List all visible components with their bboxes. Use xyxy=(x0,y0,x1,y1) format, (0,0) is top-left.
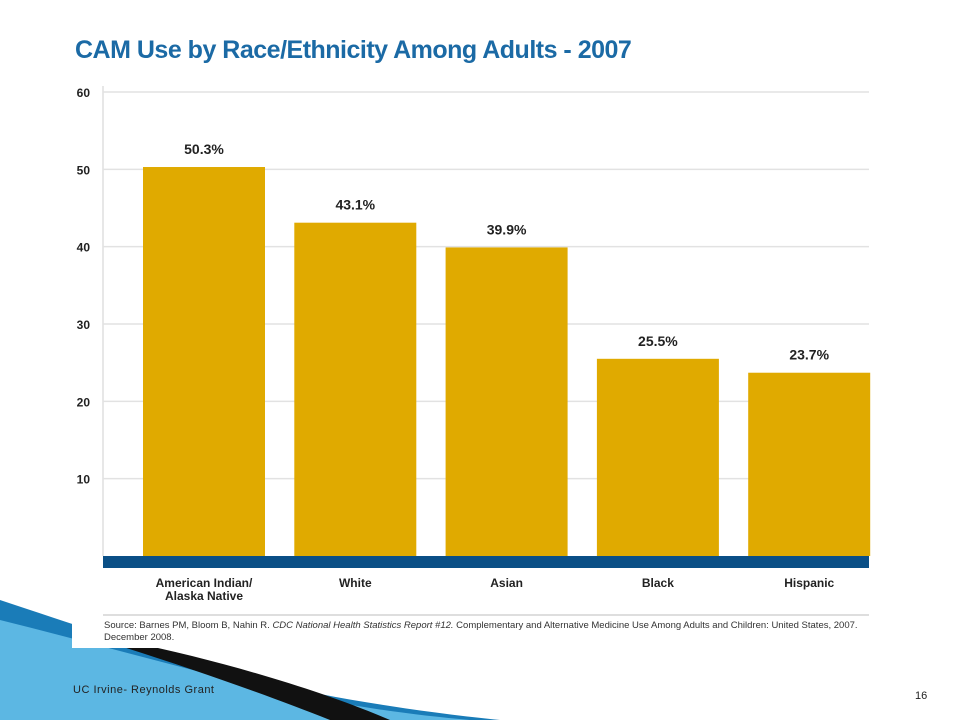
y-tick-label: 50 xyxy=(77,163,91,177)
source-citation: Source: Barnes PM, Bloom B, Nahin R. CDC… xyxy=(104,620,864,644)
y-tick-label: 60 xyxy=(77,86,91,100)
x-axis-baseline xyxy=(103,556,869,568)
bar-value-label: 39.9% xyxy=(487,221,527,237)
bar-value-label: 25.5% xyxy=(638,333,678,349)
bar xyxy=(445,247,568,556)
page-number: 16 xyxy=(915,690,928,702)
y-tick-label: 30 xyxy=(77,318,91,332)
bar xyxy=(596,358,719,556)
x-category-label: American Indian/ xyxy=(156,576,253,590)
slide-footer: UC Irvine- Reynolds Grant xyxy=(73,684,215,696)
x-category-label: Black xyxy=(642,576,674,590)
source-prefix: Source: Barnes PM, Bloom B, Nahin R. xyxy=(104,620,273,631)
y-tick-label: 20 xyxy=(77,395,91,409)
source-backdrop xyxy=(72,590,902,648)
y-tick-label: 40 xyxy=(77,241,91,255)
slide-swoosh-decoration xyxy=(0,620,470,720)
slide-swoosh-decoration xyxy=(120,640,390,720)
source-suffix: Complementary and Alternative Medicine U… xyxy=(104,620,858,643)
x-category-label: Asian xyxy=(490,576,523,590)
chart-title: CAM Use by Race/Ethnicity Among Adults -… xyxy=(75,36,632,64)
bar-value-label: 23.7% xyxy=(789,347,829,363)
y-tick-label: 10 xyxy=(77,473,91,487)
x-category-label: Alaska Native xyxy=(165,589,243,603)
bar xyxy=(143,167,265,556)
source-report-title: CDC National Health Statistics Report #1… xyxy=(272,620,454,631)
x-category-label: White xyxy=(339,576,372,590)
bar xyxy=(294,222,417,556)
x-category-label: Hispanic xyxy=(784,576,834,590)
bar xyxy=(748,372,871,556)
bar-value-label: 43.1% xyxy=(335,197,375,213)
bar-value-label: 50.3% xyxy=(184,141,224,157)
